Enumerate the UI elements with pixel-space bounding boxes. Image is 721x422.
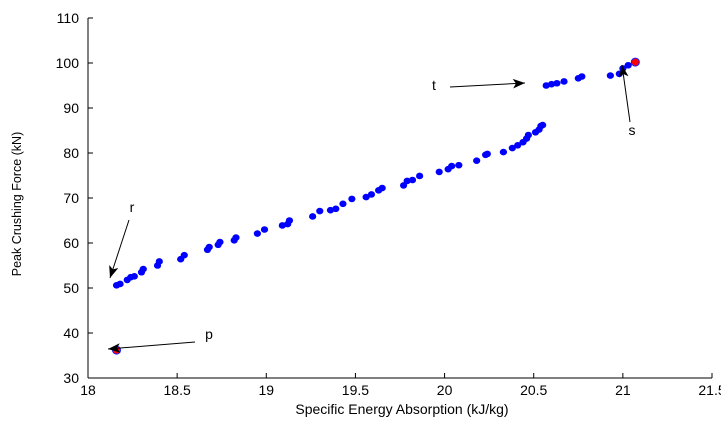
data-point — [547, 80, 556, 88]
annotation-arrowhead-s — [618, 65, 629, 78]
y-tick-label: 100 — [56, 55, 80, 71]
data-point — [362, 193, 370, 201]
data-points — [112, 61, 632, 289]
x-tick-label: 20 — [437, 382, 453, 398]
data-point — [332, 205, 340, 213]
data-point — [130, 273, 138, 280]
annotation-label-t: t — [432, 77, 436, 93]
y-tick-label: 110 — [57, 10, 80, 26]
annotation-arrow-line-s — [621, 64, 631, 123]
data-point — [578, 73, 586, 80]
annotation-arrowhead-r — [109, 265, 119, 278]
data-point — [435, 168, 443, 176]
annotation-arrow-line-p — [107, 341, 196, 350]
y-tick-label: 50 — [63, 280, 79, 296]
annotation-arrowhead-p — [108, 343, 121, 353]
x-tick-label: 18 — [80, 382, 96, 398]
annotation-label-p: p — [205, 326, 213, 342]
data-point — [553, 79, 561, 87]
data-point — [499, 148, 508, 156]
y-tick-label: 60 — [63, 235, 79, 251]
data-point — [483, 150, 491, 158]
data-point — [139, 265, 147, 273]
data-point — [624, 61, 632, 69]
x-tick-label: 19.5 — [342, 382, 369, 398]
annotation-label-s: s — [629, 122, 636, 138]
data-point — [155, 258, 163, 265]
x-axis-ticks: 18 18.5 19 19.5 20 20.5 21 21.5 — [80, 373, 721, 398]
data-point — [316, 207, 324, 215]
data-point — [514, 142, 522, 149]
y-tick-label: 30 — [63, 370, 79, 386]
highlight-points — [112, 57, 640, 355]
data-point — [378, 184, 386, 192]
data-point — [260, 226, 269, 233]
data-point — [116, 280, 124, 288]
data-point — [232, 234, 240, 241]
annotation-arrowhead-t — [512, 78, 525, 89]
data-point — [403, 177, 411, 185]
data-point — [205, 243, 213, 251]
y-tick-label: 40 — [63, 325, 79, 341]
data-point — [455, 161, 463, 169]
x-tick-label: 20.5 — [520, 382, 547, 398]
annotation-arrow-line-t — [449, 82, 526, 88]
data-point — [560, 78, 568, 85]
annotation-label-r: r — [130, 199, 135, 215]
data-point — [180, 251, 188, 259]
data-point — [606, 72, 614, 79]
data-point — [508, 144, 516, 152]
data-point — [473, 157, 481, 164]
data-point — [416, 172, 424, 180]
x-axis-label: Specific Energy Absorption (kJ/kg) — [295, 401, 508, 417]
y-axis-ticks: 30 40 50 60 70 80 90 100 110 — [56, 10, 93, 386]
data-point — [539, 121, 547, 129]
data-point — [216, 238, 224, 246]
data-point — [408, 176, 417, 184]
x-tick-label: 21.5 — [698, 382, 721, 398]
data-point — [253, 230, 261, 237]
y-tick-label: 70 — [63, 190, 79, 206]
x-tick-label: 18.5 — [164, 382, 191, 398]
data-point — [285, 217, 294, 224]
data-point — [339, 200, 347, 208]
y-tick-label: 80 — [63, 145, 79, 161]
data-point — [367, 191, 376, 198]
annotation-arrow-line-r — [109, 219, 130, 279]
y-tick-label: 90 — [63, 100, 79, 116]
highlight-point-s — [630, 57, 640, 67]
y-axis-label: Peak Crushing Force (kN) — [10, 132, 24, 277]
data-point — [448, 162, 456, 170]
data-point — [524, 131, 532, 139]
annotations: p r t s — [107, 64, 636, 353]
data-point — [348, 195, 356, 203]
x-tick-label: 19 — [258, 382, 274, 398]
x-tick-label: 21 — [615, 382, 631, 398]
data-point — [309, 213, 317, 220]
